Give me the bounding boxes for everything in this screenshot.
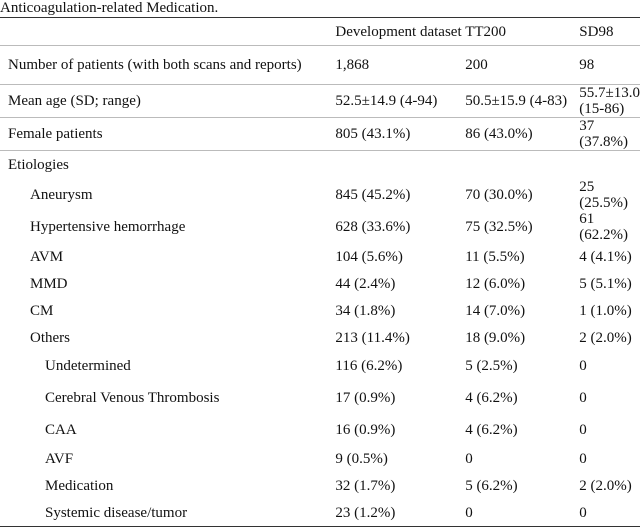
cell-value: 16 (0.9%) xyxy=(335,422,396,438)
table-row: Female patients 805 (43.1%) 86 (43.0%) 37 (… xyxy=(0,117,640,151)
table-row: Undetermined 116 (6.2%) 5 (2.5%) 0 xyxy=(0,351,640,381)
header-cell xyxy=(0,17,336,46)
row-label: Medication xyxy=(45,477,114,494)
cell-value: 0 xyxy=(579,422,587,438)
cell-value: 55.7±13.0 (15-86) xyxy=(579,84,640,118)
row-label: Female patients xyxy=(0,117,336,151)
row-label: Others xyxy=(30,329,70,346)
cell-value: 0 xyxy=(579,390,587,406)
cell-value: 70 (30.0%) xyxy=(465,187,533,203)
cell-value: 18 (9.0%) xyxy=(465,329,526,346)
cell-value: 4 (6.2%) xyxy=(465,422,518,438)
table-row: Systemic disease/tumor 23 (1.2%) 0 0 xyxy=(0,499,640,527)
row-label: MMD xyxy=(30,275,68,292)
cell-value: 4 (4.1%) xyxy=(579,248,632,265)
cell-value: 34 (1.8%) xyxy=(335,302,396,319)
cell-value: 0 xyxy=(465,450,473,467)
cell-value: 628 (33.6%) xyxy=(335,219,411,235)
cell-value: 0 xyxy=(579,504,587,521)
cell-value: 9 (0.5%) xyxy=(335,450,388,467)
cell-value xyxy=(465,151,579,180)
cell-value: 805 (43.1%) xyxy=(335,117,466,151)
cell-value: 98 xyxy=(579,45,640,85)
cell-value: 50.5±15.9 (4-83) xyxy=(465,84,580,118)
cell-value: 213 (11.4%) xyxy=(335,329,410,346)
table-row: AVM 104 (5.6%) 11 (5.5%) 4 (4.1%) xyxy=(0,243,640,270)
cell-value: 23 (1.2%) xyxy=(335,504,396,521)
cell-value: 61 (62.2%) xyxy=(579,211,629,243)
header-cell: TT200 xyxy=(465,17,580,46)
table-row: CAA 16 (0.9%) 4 (6.2%) 0 xyxy=(0,415,640,445)
table-row: Number of patients (with both scans and … xyxy=(0,45,640,85)
table-row: AVF 9 (0.5%) 0 0 xyxy=(0,445,640,472)
header-cell: SD98 xyxy=(579,17,640,46)
table-row: Hypertensive hemorrhage 628 (33.6%) 75 (32… xyxy=(0,211,640,243)
cell-value: 200 xyxy=(465,45,580,85)
cell-value: 5 (6.2%) xyxy=(465,477,518,494)
row-label: Hypertensive hemorrhage xyxy=(30,219,186,235)
cell-value: 116 (6.2%) xyxy=(335,358,403,374)
cell-value: 104 (5.6%) xyxy=(335,248,403,265)
table-row: Aneurysm 845 (45.2%) 70 (30.0%) 25 (25.5%) xyxy=(0,179,640,211)
cell-value: 5 (5.1%) xyxy=(579,275,632,292)
demographics-table: Development dataset TT200 SD98 Number of… xyxy=(0,17,640,527)
cell-value xyxy=(335,151,465,180)
cell-value: 1,868 xyxy=(335,45,466,85)
cell-value: 5 (2.5%) xyxy=(465,358,518,374)
header-cell: Development dataset xyxy=(335,17,466,46)
table-row: CM 34 (1.8%) 14 (7.0%) 1 (1.0%) xyxy=(0,297,640,324)
row-label: Undetermined xyxy=(45,358,131,374)
cell-value: 11 (5.5%) xyxy=(465,248,525,265)
cell-value: 0 xyxy=(465,504,473,521)
cell-value: 17 (0.9%) xyxy=(335,390,396,406)
row-label: Etiologies xyxy=(8,157,69,173)
row-label: Mean age (SD; range) xyxy=(0,84,336,118)
cell-value: 845 (45.2%) xyxy=(335,187,411,203)
row-label: AVM xyxy=(30,248,64,265)
cell-value: 0 xyxy=(579,450,587,467)
table-row: Etiologies xyxy=(0,151,640,180)
cell-value: 0 xyxy=(579,358,587,374)
row-label: Number of patients (with both scans and … xyxy=(0,45,336,85)
row-label: CAA xyxy=(45,422,77,438)
table-row: Cerebral Venous Thrombosis 17 (0.9%) 4 (6.… xyxy=(0,381,640,415)
cell-value: 37 (37.8%) xyxy=(579,117,640,151)
cell-value: 25 (25.5%) xyxy=(579,179,629,211)
cell-value: 2 (2.0%) xyxy=(579,329,632,346)
cell-value: 44 (2.4%) xyxy=(335,275,396,292)
cell-value: 75 (32.5%) xyxy=(465,219,533,235)
cell-value: 4 (6.2%) xyxy=(465,390,518,406)
cell-value: 1 (1.0%) xyxy=(579,302,632,319)
row-label: Aneurysm xyxy=(30,187,93,203)
cell-value: 52.5±14.9 (4-94) xyxy=(335,84,466,118)
table-row: Medication 32 (1.7%) 5 (6.2%) 2 (2.0%) xyxy=(0,472,640,499)
table-row: MMD 44 (2.4%) 12 (6.0%) 5 (5.1%) xyxy=(0,270,640,297)
row-label: Systemic disease/tumor xyxy=(45,504,188,521)
cell-value xyxy=(579,151,640,180)
table-row: Mean age (SD; range) 52.5±14.9 (4-94) 50.5… xyxy=(0,84,640,118)
row-label: AVF xyxy=(45,450,74,467)
cell-value: 86 (43.0%) xyxy=(465,117,580,151)
table-header-row: Development dataset TT200 SD98 xyxy=(0,17,640,46)
row-label: CM xyxy=(30,302,54,319)
cell-value: 12 (6.0%) xyxy=(465,275,526,292)
table-row: Others 213 (11.4%) 18 (9.0%) 2 (2.0%) xyxy=(0,324,640,351)
row-label: Cerebral Venous Thrombosis xyxy=(45,390,220,406)
cell-value: 2 (2.0%) xyxy=(579,477,632,494)
cell-value: 14 (7.0%) xyxy=(465,302,526,319)
cell-value: 32 (1.7%) xyxy=(335,477,396,494)
table-caption: Anticoagulation-related Medication. xyxy=(0,0,219,16)
